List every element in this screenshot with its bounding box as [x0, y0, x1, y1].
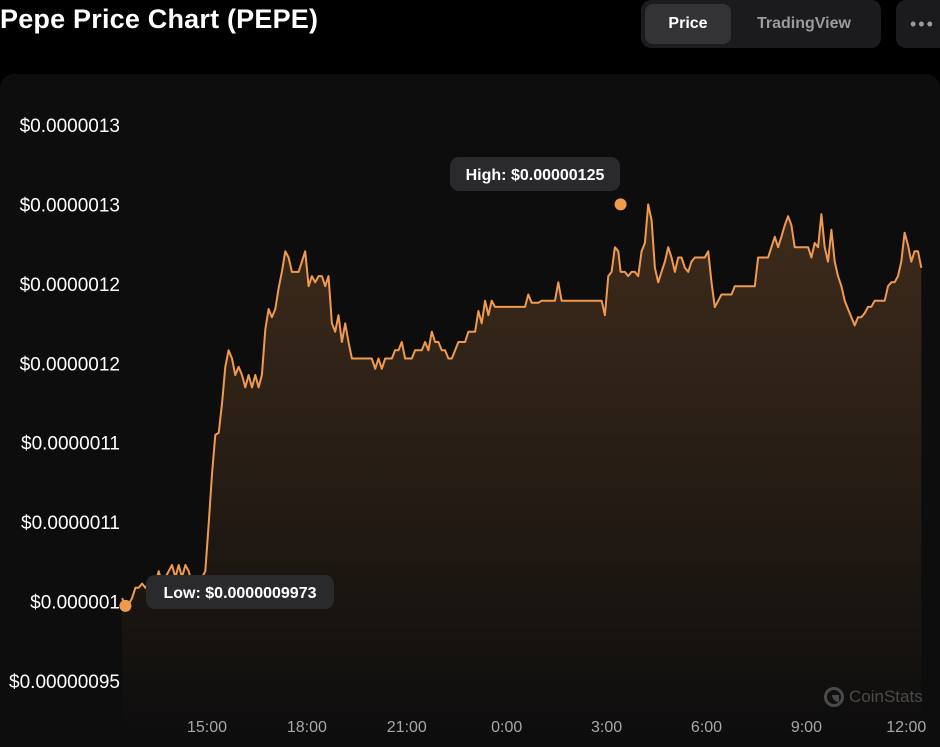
low-label: Low: $0.0000009973: [164, 585, 317, 602]
more-horizontal-icon: •••: [910, 13, 935, 34]
chart-view-toggle: Price TradingView: [641, 0, 881, 48]
tab-price[interactable]: Price: [645, 4, 731, 44]
price-chart[interactable]: $0.00000095 $0.000001 $0.0000011 $0.0000011…: [0, 74, 940, 747]
low-tooltip: [146, 575, 334, 609]
high-tooltip: [450, 157, 620, 191]
annotations: High: $0.00000125 Low: $0.0000009973: [119, 157, 627, 612]
y-tick-label: $0.0000011: [21, 513, 120, 534]
y-tick-label: $0.0000012: [20, 354, 120, 375]
y-axis: $0.00000095 $0.000001 $0.0000011 $0.0000011…: [9, 116, 120, 693]
y-tick-label: $0.0000013: [20, 195, 120, 216]
page-title: Pepe Price Chart (PEPE): [0, 4, 319, 34]
y-tick-label: $0.0000013: [20, 116, 120, 137]
high-label: High: $0.00000125: [466, 167, 605, 184]
y-tick-label: $0.0000011: [21, 434, 120, 455]
y-tick-label: $0.0000012: [20, 275, 120, 296]
y-tick-label: $0.000001: [30, 593, 120, 614]
coinstats-watermark: CoinStats: [824, 687, 923, 707]
price-area-fill: [122, 204, 922, 740]
tab-tradingview[interactable]: TradingView: [757, 15, 851, 32]
y-tick-label: $0.00000095: [9, 672, 120, 693]
watermark-text: CoinStats: [849, 687, 923, 706]
low-point: [119, 599, 132, 612]
price-line: [121, 203, 923, 607]
more-options-button[interactable]: •••: [896, 0, 940, 48]
chart-panel: $0.00000095 $0.000001 $0.0000011 $0.0000011…: [0, 74, 940, 747]
coinstats-logo-icon: [824, 687, 844, 707]
high-point: [614, 198, 627, 211]
